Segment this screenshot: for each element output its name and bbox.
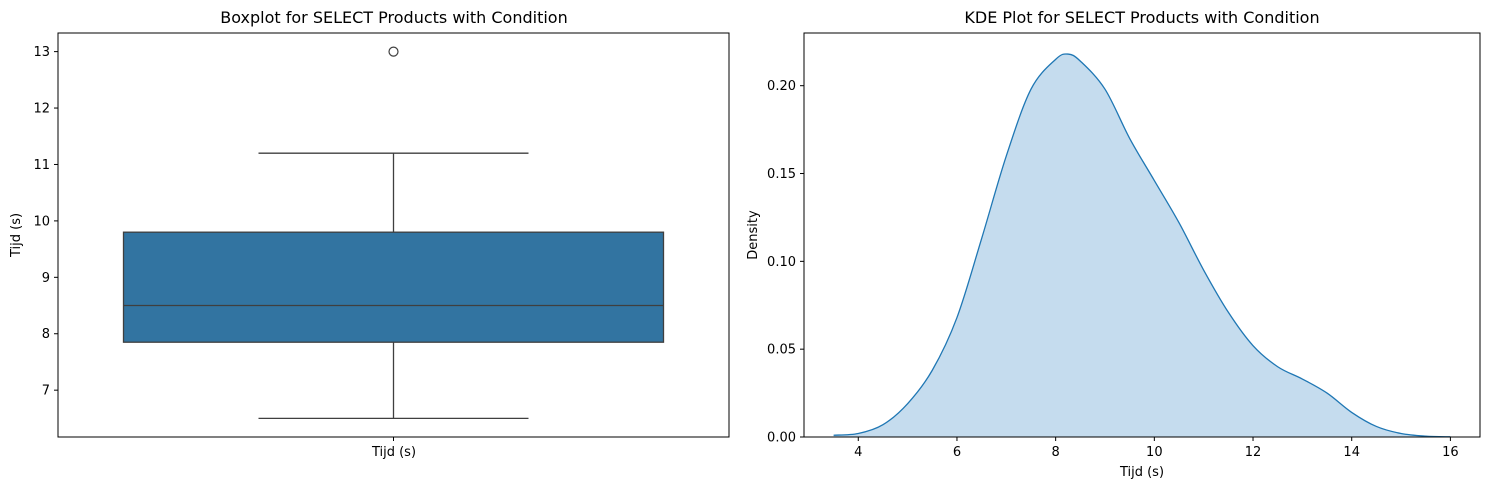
boxplot-y-tick-label: 11 [33,158,50,173]
kde-x-tick-label: 16 [1442,445,1459,460]
kde-x-tick-label: 12 [1245,445,1262,460]
boxplot-y-tick-label: 9 [42,271,50,286]
boxplot-panel: Boxplot for SELECT Products with Conditi… [9,8,730,460]
boxplot-y-axis-label: Tijd (s) [9,213,24,258]
iqr-box [122,231,665,343]
boxplot-x-tick-label: Tijd (s) [371,445,416,460]
kde-x-tick-label: 6 [953,445,961,460]
kde-y-tick-label: 0.05 [767,343,796,358]
boxplot-y-tick-label: 10 [33,214,50,229]
boxplot-y-tick-label: 8 [42,327,50,342]
kde-x-tick-label: 4 [854,445,862,460]
kde-x-tick-label: 14 [1343,445,1360,460]
kde-fill-area [833,53,1451,437]
boxplot-y-tick-label: 7 [42,384,50,399]
kde-y-tick-label: 0.00 [767,431,796,446]
kde-y-ticks: 0.00 0.05 0.10 0.15 0.20 [767,79,804,446]
outlier-point [388,46,399,57]
kde-panel: KDE Plot for SELECT Products with Condit… [746,8,1481,480]
kde-x-tick-label: 10 [1146,445,1163,460]
kde-x-ticks: 4 6 8 10 12 14 16 [854,437,1459,460]
kde-y-tick-label: 0.10 [767,255,796,270]
kde-y-axis-label: Density [746,210,761,260]
kde-marks [833,53,1451,438]
kde-y-tick-label: 0.20 [767,79,796,94]
boxplot-title: Boxplot for SELECT Products with Conditi… [220,8,567,27]
boxplot-y-ticks: 7 8 9 10 11 12 13 [33,45,394,441]
kde-axes-frame [803,32,1481,438]
kde-x-axis-label: Tijd (s) [1119,465,1164,480]
kde-title: KDE Plot for SELECT Products with Condit… [964,8,1319,27]
kde-line [833,53,1451,438]
boxplot-y-tick-label: 13 [33,45,50,60]
boxplot-y-tick-label: 12 [33,102,50,117]
kde-y-tick-label: 0.15 [767,167,796,182]
boxplot-marks [122,46,665,420]
kde-x-tick-label: 8 [1052,445,1060,460]
